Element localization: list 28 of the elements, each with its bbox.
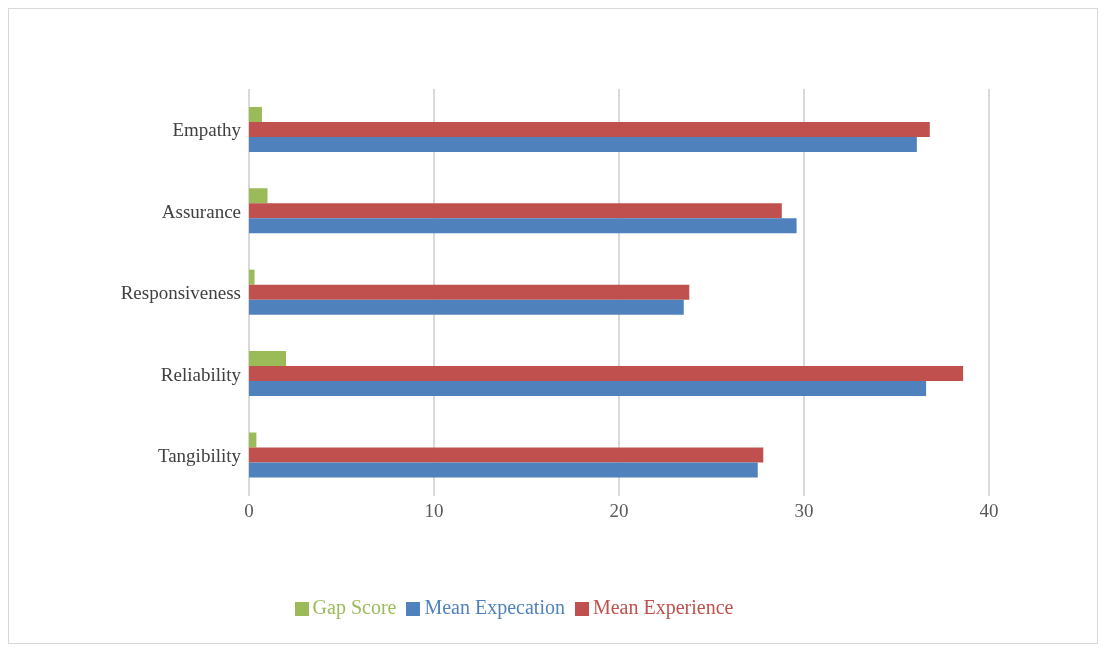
x-tick-label: 30 bbox=[794, 500, 814, 522]
bar bbox=[249, 203, 782, 219]
y-tick-label: Responsiveness bbox=[120, 282, 241, 304]
bar bbox=[249, 447, 764, 463]
y-tick-label: Assurance bbox=[161, 200, 241, 222]
bar bbox=[249, 432, 257, 448]
bar bbox=[249, 284, 690, 300]
x-tick-label: 20 bbox=[609, 500, 629, 522]
bar bbox=[249, 269, 255, 285]
legend-label: Mean Experience bbox=[592, 596, 734, 618]
bar bbox=[249, 136, 917, 152]
bar bbox=[249, 106, 262, 122]
y-tick-label: Reliability bbox=[160, 363, 242, 385]
bar bbox=[249, 188, 268, 204]
bar bbox=[249, 366, 964, 382]
bar bbox=[249, 351, 286, 367]
bar bbox=[249, 381, 927, 397]
y-tick-label: Tangibility bbox=[157, 445, 242, 467]
bar bbox=[249, 462, 758, 478]
x-tick-label: 10 bbox=[424, 500, 444, 522]
y-tick-label: Empathy bbox=[172, 119, 242, 141]
bar bbox=[249, 299, 684, 315]
legend-label: Gap Score bbox=[312, 596, 397, 618]
x-tick-label: 40 bbox=[979, 500, 999, 522]
bar bbox=[249, 218, 797, 234]
x-tick-label: 0 bbox=[244, 500, 254, 522]
legend-label: Mean Expecation bbox=[424, 596, 565, 618]
bar bbox=[249, 121, 930, 137]
